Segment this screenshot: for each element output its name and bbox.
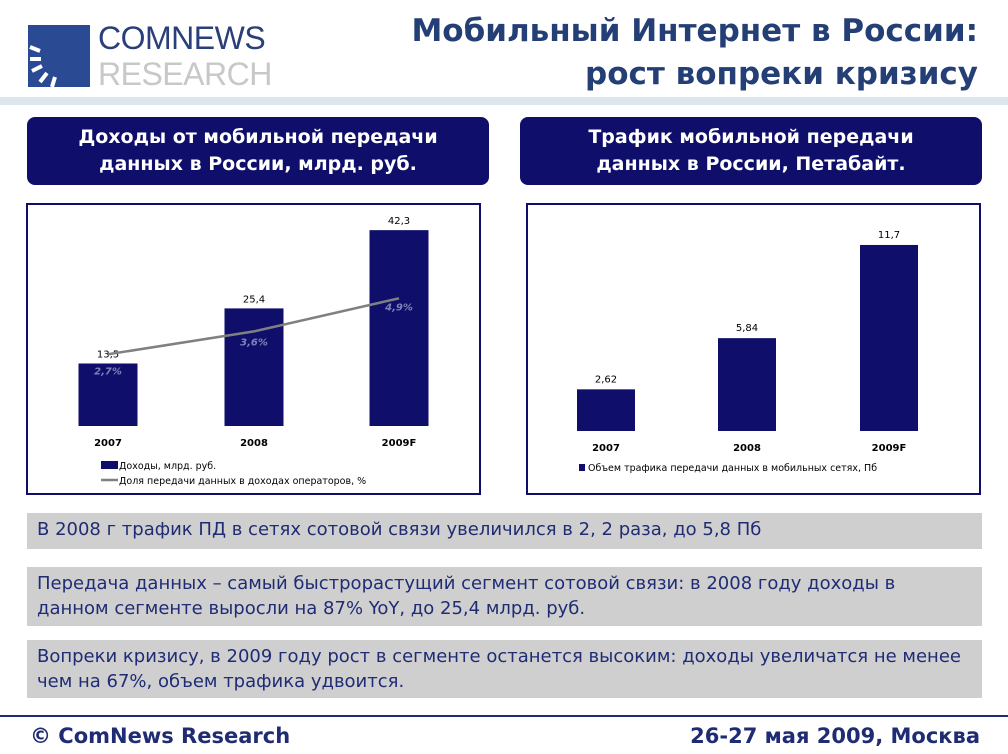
share-label: 2,7% <box>94 366 122 377</box>
bar-2009F <box>860 244 918 431</box>
header-line: Трафик мобильной передачи <box>588 126 914 148</box>
logo-mark-icon <box>28 25 90 88</box>
bar-value-label: 42,3 <box>388 216 410 227</box>
share-label: 4,9% <box>384 302 413 313</box>
note-revenue-growth: Передача данных – самый быстрорастущий с… <box>27 567 982 626</box>
logo-text-comnews: COMNEWS <box>98 20 266 56</box>
title-line-1: Мобильный Интернет в России: <box>411 13 978 49</box>
bar-value-label: 5,84 <box>736 323 758 334</box>
legend-line-label: Доля передачи данных в доходах операторо… <box>119 476 366 487</box>
x-tick-label: 2009F <box>872 443 907 454</box>
legend-bar-label: Объем трафика передачи данных в мобильны… <box>588 463 877 474</box>
note-traffic-growth: В 2008 г трафик ПД в сетях сотовой связи… <box>27 513 982 549</box>
revenue-chart-svg: 13,5 2007 25,4 2008 42,3 2009F 2,7% 3,6% 4,9% Дох… <box>78 216 429 487</box>
x-tick-label: 2007 <box>94 438 122 449</box>
traffic-panel-header: Трафик мобильной передачи данных в России… <box>520 117 982 185</box>
page-title: Мобильный Интернет в России: рост вопрек… <box>411 10 978 96</box>
x-tick-label: 2008 <box>733 443 761 454</box>
footer-copyright: © ComNews Research <box>30 724 291 748</box>
header-line: Доходы от мобильной передачи <box>78 126 438 148</box>
footer-date: 26-27 мая 2009, Москва <box>690 724 980 748</box>
header-divider <box>0 97 1008 105</box>
legend-bar-swatch <box>101 461 118 469</box>
logo <box>28 25 90 88</box>
bar-value-label: 25,4 <box>243 294 265 305</box>
header-line: данных в России, Петабайт. <box>596 153 906 175</box>
revenue-panel-header: Доходы от мобильной передачи данных в Рос… <box>27 117 489 185</box>
legend-bar-label: Доходы, млрд. руб. <box>119 461 216 472</box>
x-tick-label: 2009F <box>382 438 417 449</box>
traffic-chart: 2,62 2007 5,84 2008 11,7 2009F Объем трафика п… <box>526 203 981 495</box>
footer-divider <box>0 715 1008 717</box>
traffic-chart-svg: 2,62 2007 5,84 2008 11,7 2009F Объем трафика п… <box>577 230 918 474</box>
share-line <box>107 297 400 356</box>
header-line: данных в России, млрд. руб. <box>99 153 417 175</box>
bar-value-label: 11,7 <box>878 230 900 241</box>
note-forecast: Вопреки кризису, в 2009 году рост в сегм… <box>27 640 982 698</box>
bar-2009F <box>369 230 429 426</box>
title-line-2: рост вопреки кризису <box>585 56 978 92</box>
bar-2007 <box>78 363 138 426</box>
logo-text-research: RESEARCH <box>98 56 272 92</box>
bar-2008 <box>718 338 776 431</box>
x-tick-label: 2007 <box>592 443 620 454</box>
bar-value-label: 13,5 <box>97 349 119 360</box>
bar-2007 <box>577 389 635 431</box>
legend-bar-swatch <box>579 464 585 471</box>
share-label: 3,6% <box>240 337 268 348</box>
x-tick-label: 2008 <box>240 438 268 449</box>
revenue-chart: 13,5 2007 25,4 2008 42,3 2009F 2,7% 3,6% 4,9% Дох… <box>26 203 481 495</box>
bar-value-label: 2,62 <box>595 374 617 385</box>
